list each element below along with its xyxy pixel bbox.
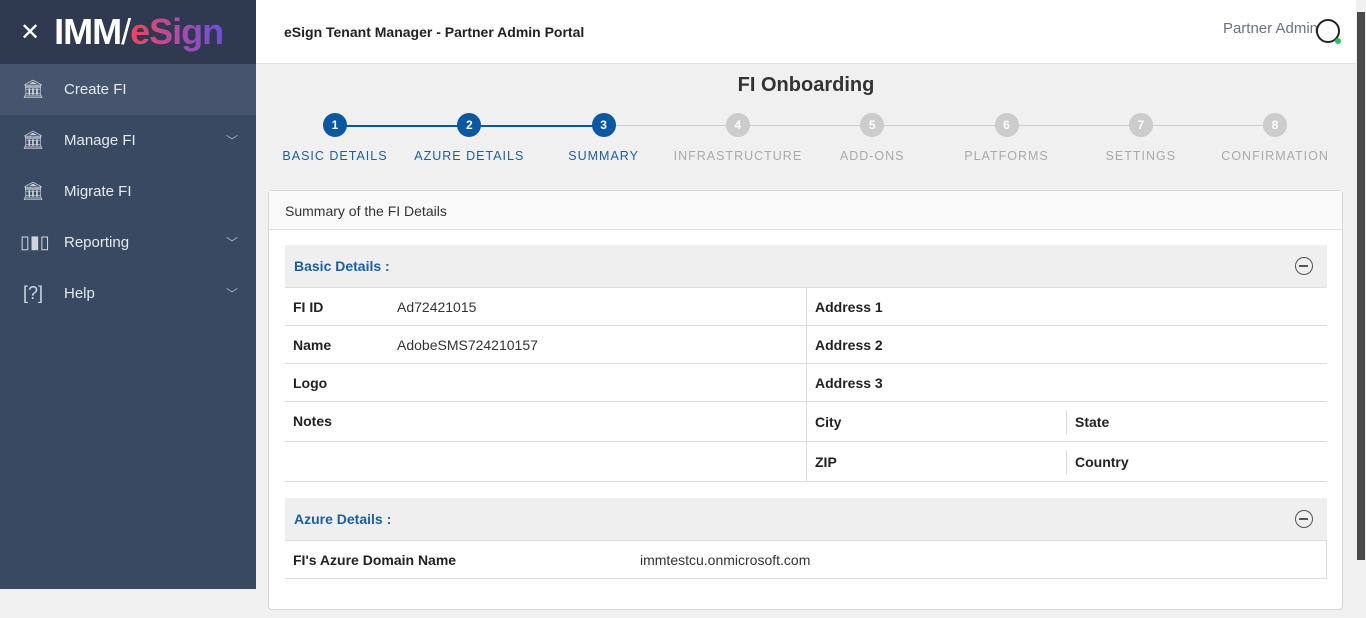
fi-id-label: FI ID bbox=[293, 298, 324, 315]
step-connector bbox=[603, 125, 738, 126]
step-connector bbox=[469, 125, 604, 127]
step-label: AZURE DETAILS bbox=[414, 149, 525, 163]
basic-details-section: Basic Details : FI ID Ad72421015 Name Adob… bbox=[285, 245, 1327, 482]
chevron-down-icon: ﹀ bbox=[225, 134, 238, 148]
step-label: INFRASTRUCTURE bbox=[673, 149, 803, 163]
city-label: City bbox=[815, 413, 842, 430]
step-7[interactable]: 7 SETTINGS bbox=[1074, 113, 1208, 163]
address2-label: Address 2 bbox=[815, 336, 883, 353]
section-title: Azure Details : bbox=[294, 511, 392, 527]
step-label: ADD-ONS bbox=[839, 149, 905, 163]
name-value: AdobeSMS724210157 bbox=[397, 336, 538, 353]
section-header[interactable]: Azure Details : bbox=[285, 498, 1327, 541]
address3-label: Address 3 bbox=[815, 374, 883, 391]
step-number: 1 bbox=[323, 113, 347, 137]
step-4[interactable]: 4 INFRASTRUCTURE bbox=[671, 113, 805, 163]
step-3[interactable]: 3 SUMMARY bbox=[537, 113, 671, 163]
user-avatar-icon[interactable] bbox=[1316, 19, 1341, 44]
user-name[interactable]: Partner Admin bbox=[1222, 20, 1318, 37]
close-icon[interactable]: ✕ bbox=[20, 18, 41, 46]
zip-label: ZIP bbox=[815, 453, 837, 470]
notes-label: Notes bbox=[293, 413, 332, 429]
scrollbar-thumb[interactable] bbox=[1357, 12, 1365, 560]
step-connector bbox=[872, 125, 1007, 126]
app-title: eSign Tenant Manager - Partner Admin Por… bbox=[284, 23, 585, 40]
logo-text-left: IMM bbox=[54, 11, 122, 52]
collapse-icon[interactable] bbox=[1295, 257, 1313, 275]
bank-arrow-icon: 🏛 bbox=[21, 181, 45, 201]
page-title: FI Onboarding bbox=[737, 74, 875, 96]
step-number: 2 bbox=[457, 113, 482, 137]
stepper: 1 BASIC DETAILS 2 AZURE DETAILS 3 SUMMARY 4 INF… bbox=[268, 113, 1342, 173]
name-label: Name bbox=[293, 336, 332, 353]
sidebar-item-migrate-fi[interactable]: 🏛 Migrate FI bbox=[0, 166, 256, 217]
step-number: 5 bbox=[860, 113, 885, 137]
logo-label: Logo bbox=[293, 374, 328, 391]
sidebar-item-manage-fi[interactable]: 🏛 Manage FI ﹀ bbox=[0, 115, 256, 166]
step-label: CONFIRMATION bbox=[1221, 149, 1329, 163]
fi-id-value: Ad72421015 bbox=[397, 298, 477, 315]
step-connector bbox=[737, 125, 872, 126]
country-label: Country bbox=[1075, 453, 1129, 470]
sidebar-item-label: Migrate FI bbox=[64, 183, 132, 200]
sidebar-item-label: Manage FI bbox=[64, 132, 136, 149]
bank-gear-icon: 🏛 bbox=[21, 130, 45, 150]
section-title: Basic Details : bbox=[294, 258, 390, 274]
step-2[interactable]: 2 AZURE DETAILS bbox=[402, 113, 536, 163]
step-6[interactable]: 6 PLATFORMS bbox=[940, 113, 1074, 163]
step-number: 4 bbox=[725, 113, 750, 137]
chevron-down-icon: ﹀ bbox=[225, 236, 238, 250]
sidebar-item-label: Help bbox=[64, 285, 95, 302]
sidebar-item-reporting[interactable]: ▯▮▯ Reporting ﹀ bbox=[0, 217, 256, 268]
step-number: 8 bbox=[1263, 113, 1288, 137]
logo-bar: ✕ IMM/eSign bbox=[0, 0, 256, 64]
bank-plus-icon: 🏛 bbox=[21, 79, 45, 99]
step-number: 3 bbox=[591, 113, 616, 137]
step-label: SETTINGS bbox=[1105, 149, 1177, 163]
chevron-down-icon: ﹀ bbox=[225, 287, 238, 301]
step-connector bbox=[335, 125, 469, 127]
step-label: PLATFORMS bbox=[964, 149, 1049, 163]
azure-domain-label: FI's Azure Domain Name bbox=[293, 551, 457, 568]
step-1[interactable]: 1 BASIC DETAILS bbox=[268, 113, 402, 163]
sidebar-item-label: Reporting bbox=[64, 234, 130, 251]
scrollbar[interactable] bbox=[1356, 0, 1366, 589]
sidebar-item-help[interactable]: [?] Help ﹀ bbox=[0, 268, 256, 319]
step-label: BASIC DETAILS bbox=[282, 149, 388, 163]
sidebar: ✕ IMM/eSign 🏛 Create FI 🏛 Manage FI ﹀ 🏛 Migr… bbox=[0, 0, 256, 589]
logo: IMM/eSign bbox=[54, 11, 224, 52]
collapse-icon[interactable] bbox=[1295, 510, 1313, 528]
summary-card: Summary of the FI Details Basic Details … bbox=[268, 190, 1343, 610]
state-label: State bbox=[1075, 413, 1110, 430]
step-8[interactable]: 8 CONFIRMATION bbox=[1208, 113, 1342, 163]
sidebar-item-create-fi[interactable]: 🏛 Create FI bbox=[0, 64, 256, 115]
top-header: eSign Tenant Manager - Partner Admin Por… bbox=[256, 0, 1356, 64]
step-number: 7 bbox=[1128, 113, 1153, 137]
bar-chart-icon: ▯▮▯ bbox=[20, 232, 50, 252]
help-bubble-icon: [?] bbox=[22, 283, 43, 303]
section-header[interactable]: Basic Details : bbox=[285, 245, 1327, 288]
logo-text-right: eSign bbox=[130, 11, 224, 52]
step-connector bbox=[1006, 125, 1141, 126]
azure-domain-value: immtestcu.onmicrosoft.com bbox=[640, 551, 811, 568]
azure-details-section: Azure Details : FI's Azure Domain Name im… bbox=[285, 498, 1327, 618]
step-number: 6 bbox=[994, 113, 1019, 137]
card-title: Summary of the FI Details bbox=[269, 191, 1342, 230]
step-connector bbox=[1140, 125, 1275, 126]
address1-label: Address 1 bbox=[815, 298, 883, 315]
step-label: SUMMARY bbox=[568, 149, 639, 163]
sidebar-item-label: Create FI bbox=[64, 81, 127, 98]
step-5[interactable]: 5 ADD-ONS bbox=[805, 113, 939, 163]
